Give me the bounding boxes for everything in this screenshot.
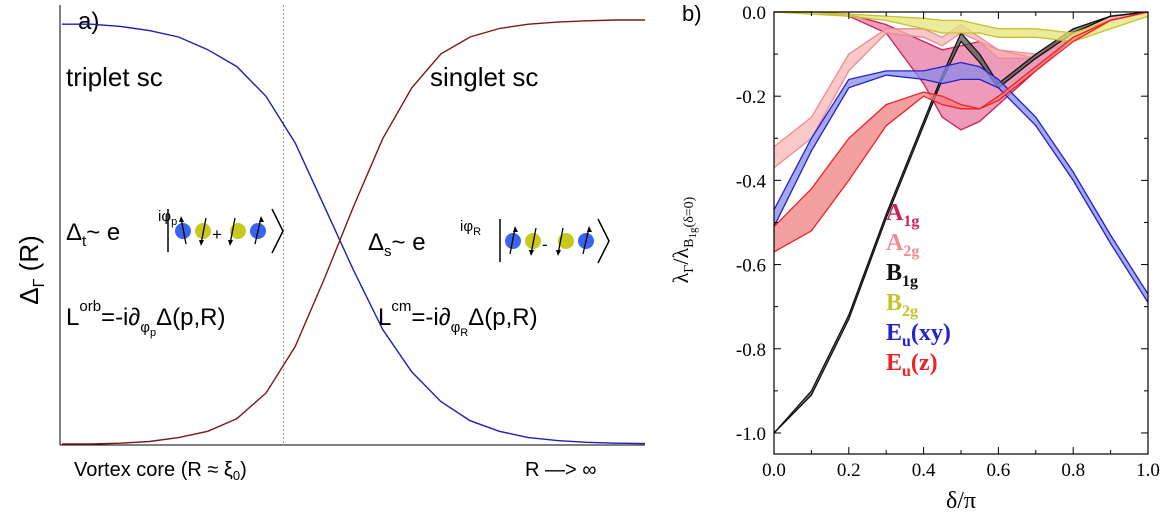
x-tick-label: 0.6 <box>987 460 1011 481</box>
band-euxy-lower <box>773 74 1149 303</box>
legend-entry: Eu(z) <box>886 350 938 380</box>
y-tick-label: -0.4 <box>736 171 767 192</box>
band-a2g <box>774 12 1148 168</box>
panel-b-chart: b) 0.0 0.2 0.4 0.6 0.8 1.0 0.0 -0.2 -0.4 -0.6 -0.8… <box>668 1 1160 514</box>
x-tick-label: 0.4 <box>912 460 936 481</box>
singlet-region-label: singlet sc <box>430 62 538 92</box>
svg-text:-: - <box>542 235 548 254</box>
triplet-spin-pair-2 <box>228 216 266 246</box>
panel-a-series-singlet <box>62 19 645 445</box>
singlet-order-parameter: Δs~ e iφR - <box>368 218 610 264</box>
orbital-angular-momentum: Lorb=-i∂φpΔ(p,R) <box>66 298 225 339</box>
band-b2g <box>774 12 1148 42</box>
triplet-order-parameter: Δt~ e iφp + <box>66 208 284 254</box>
svg-text:Δt~ e: Δt~ e <box>66 219 120 250</box>
panel-a-curves <box>62 19 646 445</box>
band-euz-lower <box>773 11 1149 253</box>
svg-text:Δs~ e: Δs~ e <box>368 229 426 260</box>
panel-b-ticks: 0.0 0.2 0.4 0.6 0.8 1.0 0.0 -0.2 -0.4 -0.6 -0.8 -1.… <box>736 3 1160 481</box>
infinity-label: R —> ∞ <box>525 459 597 481</box>
band-euz <box>774 12 1148 252</box>
svg-text:+: + <box>212 225 222 244</box>
band-euxy-upper <box>773 61 1149 295</box>
singlet-spin-pair-1 <box>505 226 541 256</box>
panel-a-label: a) <box>78 8 99 35</box>
x-tick-label: 0.0 <box>762 460 786 481</box>
panel-b-bands <box>773 11 1149 434</box>
y-tick-label: -0.8 <box>736 340 766 361</box>
y-tick-label: 0.0 <box>742 3 766 24</box>
legend-entry: A2g <box>886 230 919 260</box>
y-tick-label: -1.0 <box>736 424 766 445</box>
x-tick-label: 0.2 <box>837 460 861 481</box>
panel-a-ylabel: ΔΓ (R) <box>14 235 48 305</box>
svg-text:iφR: iφR <box>460 218 481 238</box>
legend-entry: Eu(xy) <box>886 320 951 350</box>
singlet-spin-pair-2 <box>556 226 594 256</box>
vortex-core-label: Vortex core (R ≈ ξ0) <box>74 459 247 483</box>
legend-entry: A1g <box>886 200 919 230</box>
band-euz-upper <box>773 11 1149 228</box>
y-tick-label: -0.2 <box>736 87 766 108</box>
x-tick-label: 0.8 <box>1061 460 1085 481</box>
y-tick-label: -0.6 <box>736 256 766 277</box>
center-of-mass-angular-momentum: Lcm=-i∂φRΔ(p,R) <box>378 298 538 339</box>
panel-b-ylabel: λΓ/λB1g(δ=0) <box>668 196 699 283</box>
triplet-spin-pair-1 <box>175 216 211 246</box>
legend-entry: B2g <box>886 290 918 320</box>
panel-b-label: b) <box>682 1 702 26</box>
x-tick-label: 1.0 <box>1136 460 1160 481</box>
legend-entry: B1g <box>886 260 918 290</box>
panel-a-series-triplet <box>62 23 646 445</box>
panel-a-chart: a) ΔΓ (R) triplet sc singlet sc Δt~ e iφ… <box>14 5 646 483</box>
triplet-region-label: triplet sc <box>66 62 163 92</box>
svg-text:Lorb=-i∂φpΔ(p,R): Lorb=-i∂φpΔ(p,R) <box>66 298 225 339</box>
svg-text:Lcm=-i∂φRΔ(p,R): Lcm=-i∂φRΔ(p,R) <box>378 298 538 339</box>
panel-b-xlabel: δ/π <box>946 488 976 514</box>
